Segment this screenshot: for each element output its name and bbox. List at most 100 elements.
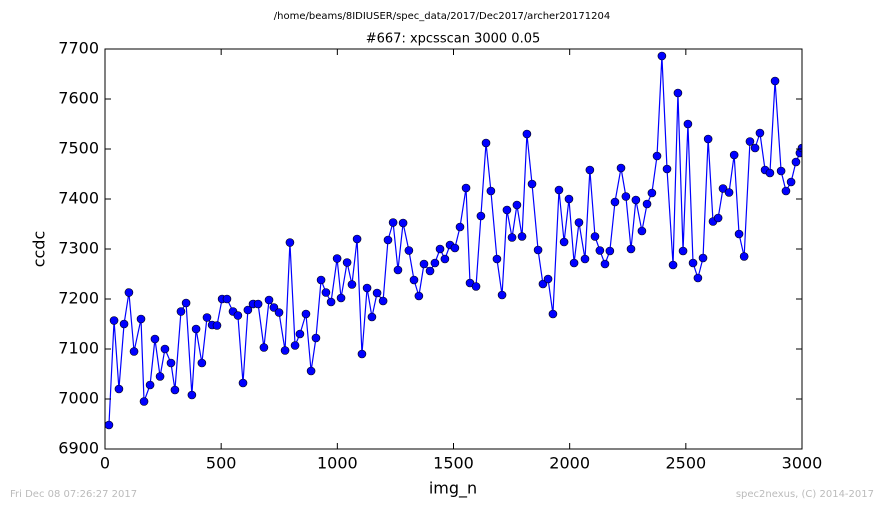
data-point: [605, 246, 615, 256]
data-point: [295, 329, 305, 339]
footer-credit: spec2nexus, (C) 2014-2017: [736, 489, 874, 500]
data-point: [170, 385, 180, 395]
data-point: [105, 420, 114, 430]
data-point: [409, 275, 419, 285]
data-point: [642, 199, 652, 209]
data-point: [264, 295, 274, 305]
y-tick-label: 7400: [58, 189, 99, 208]
data-point: [647, 188, 657, 198]
data-point: [124, 288, 134, 297]
data-point: [548, 309, 558, 319]
data-point: [367, 312, 377, 322]
x-tick-label: 500: [206, 454, 237, 473]
x-tick-label: 2000: [549, 454, 590, 473]
data-point: [765, 168, 775, 178]
suptitle: /home/beams/8IDIUSER/spec_data/2017/Dec2…: [274, 11, 610, 22]
data-point: [332, 254, 342, 263]
data-point: [347, 280, 357, 289]
data-point: [776, 166, 786, 176]
data-point: [522, 129, 532, 139]
data-point: [274, 308, 284, 317]
data-point: [342, 258, 352, 267]
data-point: [166, 358, 176, 368]
data-point: [724, 188, 734, 197]
data-point: [637, 226, 647, 236]
data-point: [419, 259, 429, 269]
data-point: [693, 273, 703, 283]
data-point: [502, 205, 512, 215]
data-point: [269, 303, 279, 312]
data-point: [372, 288, 382, 298]
data-point: [683, 119, 693, 129]
data-point: [119, 319, 129, 329]
x-axis-label: img_n: [429, 479, 477, 499]
data-point: [155, 372, 165, 381]
data-point: [398, 218, 408, 228]
data-point: [626, 244, 636, 254]
data-point: [745, 137, 755, 146]
data-point: [631, 195, 641, 205]
data-point: [202, 313, 212, 322]
data-point: [600, 259, 610, 269]
data-point: [734, 229, 744, 239]
footer-date: Fri Dec 08 07:26:27 2017: [10, 489, 137, 500]
data-point: [139, 397, 149, 406]
data-point: [486, 186, 496, 196]
data-point: [129, 347, 139, 356]
data-point: [357, 349, 367, 359]
data-point: [378, 296, 388, 306]
y-tick-label: 7100: [58, 339, 99, 358]
data-point: [492, 254, 502, 264]
data-point: [688, 258, 698, 268]
data-point: [580, 254, 590, 264]
data-point: [187, 390, 197, 400]
plot-area: [105, 51, 802, 430]
data-point: [352, 234, 362, 244]
data-point: [306, 366, 316, 376]
data-point: [150, 334, 160, 344]
data-point: [222, 294, 232, 304]
data-point: [718, 184, 728, 193]
data-point: [326, 297, 336, 307]
data-point: [668, 260, 678, 270]
data-point: [404, 246, 414, 255]
data-point: [114, 384, 124, 394]
chart-title: #667: xpcsscan 3000 0.05: [366, 32, 541, 47]
data-point: [388, 218, 398, 227]
data-point: [564, 194, 574, 204]
data-point: [786, 177, 796, 187]
series-line: [108, 55, 802, 426]
data-point: [595, 246, 605, 255]
data-point: [181, 298, 191, 308]
y-tick-label: 7500: [58, 139, 99, 158]
data-point: [791, 157, 801, 167]
data-point: [517, 232, 527, 241]
y-tick-label: 7300: [58, 239, 99, 258]
data-point: [662, 164, 672, 174]
x-tick-label: 3000: [782, 454, 823, 473]
data-point: [533, 245, 543, 255]
data-point: [703, 134, 713, 144]
data-point: [512, 200, 522, 210]
data-point: [590, 232, 600, 241]
data-point: [243, 305, 253, 315]
data-point: [569, 258, 579, 268]
data-point: [336, 293, 346, 303]
data-point: [543, 274, 553, 284]
data-point: [739, 252, 749, 261]
data-point: [311, 333, 321, 343]
data-point: [285, 238, 295, 247]
data-point: [713, 213, 723, 223]
data-point: [136, 314, 146, 324]
data-point: [673, 88, 683, 98]
data-point: [440, 254, 450, 264]
y-axis-label: ccdc: [30, 231, 49, 268]
y-tick-label: 7200: [58, 289, 99, 308]
data-point: [497, 290, 507, 300]
data-point: [750, 143, 760, 153]
data-point: [554, 185, 564, 195]
data-point: [321, 288, 331, 297]
data-point: [383, 235, 393, 245]
data-point: [176, 307, 186, 316]
data-point: [527, 179, 537, 189]
